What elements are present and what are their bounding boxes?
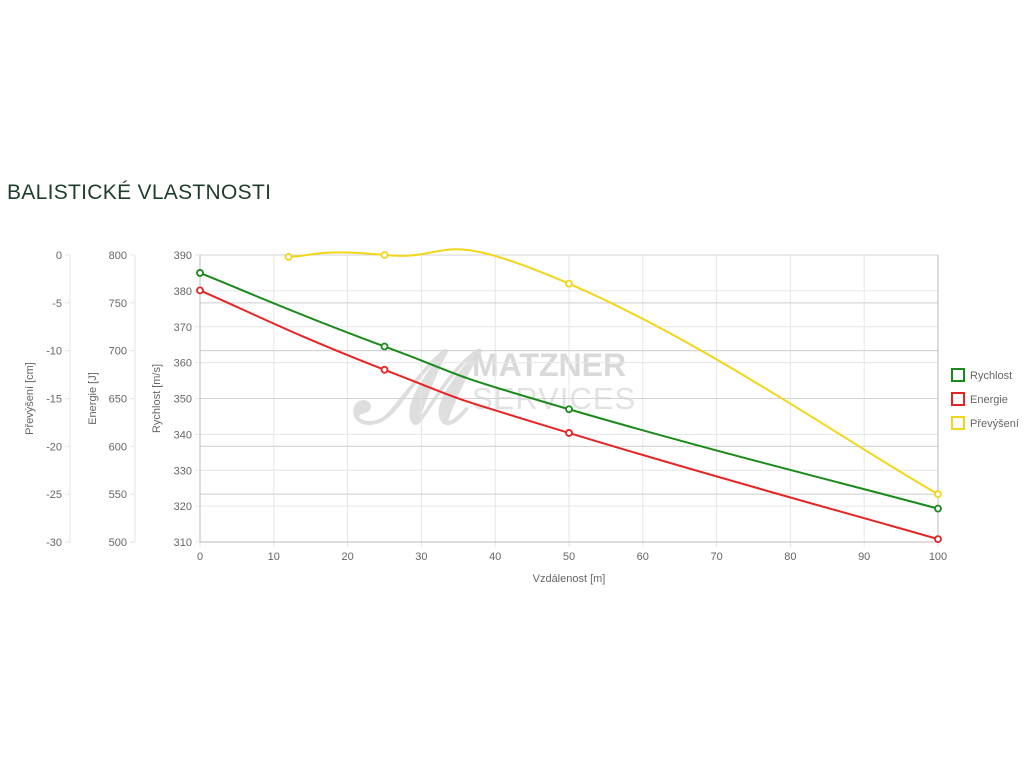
series-rychlost	[196, 269, 942, 513]
rychlost-tick-label: 390	[174, 250, 192, 262]
legend-swatch	[951, 392, 965, 406]
rychlost-tick-label: 370	[174, 322, 192, 334]
data-point-energie[interactable]	[196, 286, 204, 295]
legend: Rychlost Energie Převýšení	[951, 368, 1019, 430]
rychlost-tick-label: 340	[174, 429, 192, 441]
data-point-prevyseni[interactable]	[284, 253, 293, 261]
rychlost-tick-label: 320	[174, 501, 192, 513]
series	[196, 248, 942, 544]
x-tick-label: 80	[784, 551, 796, 563]
series-line-prevyseni	[288, 248, 939, 496]
data-point-prevyseni[interactable]	[565, 279, 573, 288]
legend-swatch	[951, 416, 965, 430]
legend-label: Převýšení	[970, 418, 1019, 430]
energie-tick-label: 500	[109, 537, 127, 549]
prevyseni-axis-label: Převýšení [cm]	[24, 362, 36, 435]
data-point-rychlost[interactable]	[196, 269, 204, 277]
x-axis-label: Vzdálenost [m]	[533, 573, 606, 585]
data-point-prevyseni[interactable]	[380, 251, 389, 259]
legend-item-energie[interactable]: Energie	[951, 392, 1008, 406]
series-prevyseni	[284, 248, 942, 499]
prevyseni-tick-label: -25	[46, 489, 62, 501]
rychlost-tick-label: 380	[174, 286, 192, 298]
rychlost-axis-label: Rychlost [m/s]	[151, 364, 163, 433]
legend-item-rychlost[interactable]: Rychlost	[951, 368, 1012, 382]
legend-label: Energie	[970, 394, 1008, 406]
energie-tick-label: 750	[109, 298, 127, 310]
legend-label: Rychlost	[970, 370, 1012, 382]
series-energie	[196, 286, 942, 544]
data-point-rychlost[interactable]	[380, 342, 389, 351]
watermark-monogram-icon: 𝓜	[353, 329, 482, 446]
legend-item-prevyseni[interactable]: Převýšení	[951, 416, 1019, 430]
rychlost-tick-label: 330	[174, 465, 192, 477]
rychlost-tick-label: 310	[174, 537, 192, 549]
energie-tick-label: 600	[109, 441, 127, 453]
page-title: BALISTICKÉ VLASTNOSTI	[7, 181, 272, 204]
x-tick-label: 30	[415, 551, 427, 563]
rychlost-tick-label: 350	[174, 394, 192, 406]
prevyseni-tick-label: -10	[46, 346, 62, 358]
x-tick-label: 40	[489, 551, 501, 563]
rychlost-tick-label: 360	[174, 358, 192, 370]
axes: 0 10 20 30 40 50 60 70 80 90 100 0 -5 -10 -15 -20 -25 -30…	[24, 250, 947, 585]
series-line-rychlost	[199, 272, 939, 510]
prevyseni-tick-label: 0	[56, 250, 62, 262]
prevyseni-tick-label: -20	[46, 441, 62, 453]
series-line-energie	[199, 289, 939, 541]
energie-tick-label: 700	[109, 346, 127, 358]
energie-axis-label: Energie [J]	[87, 372, 99, 425]
watermark-line1: MATZNER	[472, 347, 626, 383]
x-tick-label: 60	[637, 551, 649, 563]
energie-tick-label: 550	[109, 489, 127, 501]
x-tick-label: 50	[563, 551, 575, 563]
x-tick-label: 10	[268, 551, 280, 563]
x-tick-label: 90	[858, 551, 870, 563]
x-tick-label: 0	[197, 551, 203, 563]
x-tick-label: 100	[929, 551, 947, 563]
data-point-rychlost[interactable]	[934, 504, 942, 513]
data-point-rychlost[interactable]	[565, 405, 573, 414]
energie-tick-label: 650	[109, 394, 127, 406]
data-point-energie[interactable]	[934, 535, 942, 544]
data-point-energie[interactable]	[380, 365, 389, 374]
prevyseni-tick-label: -15	[46, 394, 62, 406]
x-tick-label: 70	[710, 551, 722, 563]
x-tick-label: 20	[341, 551, 353, 563]
prevyseni-tick-label: -30	[46, 537, 62, 549]
data-point-energie[interactable]	[565, 429, 573, 437]
data-point-prevyseni[interactable]	[934, 490, 942, 499]
legend-swatch	[951, 368, 965, 382]
prevyseni-tick-label: -5	[52, 298, 62, 310]
energie-tick-label: 800	[109, 250, 127, 262]
